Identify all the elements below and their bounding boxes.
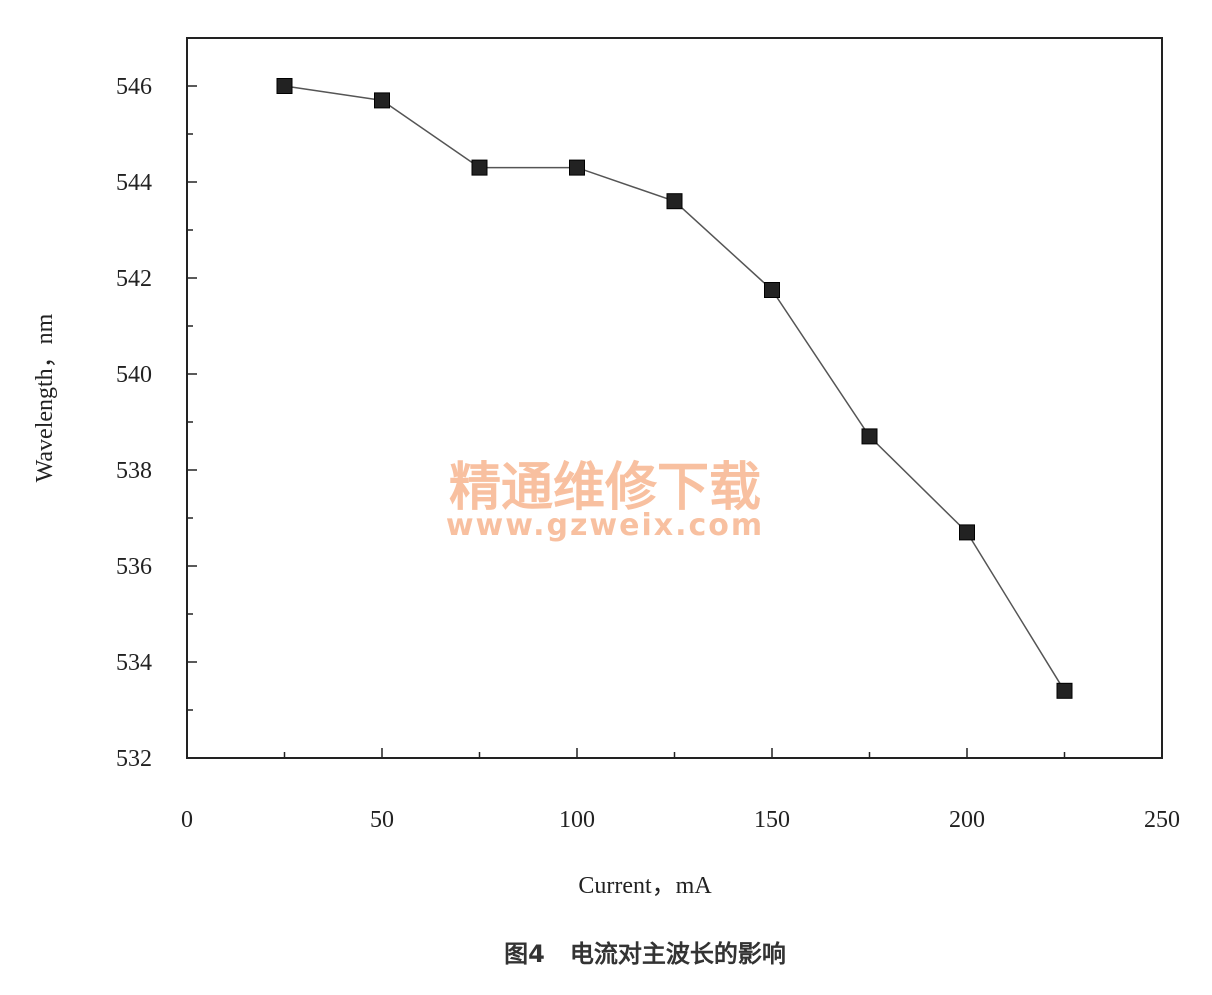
x-tick-label: 50 <box>370 807 394 833</box>
y-tick-label: 542 <box>116 266 152 292</box>
y-tick-label: 546 <box>116 74 152 100</box>
data-point <box>861 428 878 445</box>
series-layer <box>276 78 1073 699</box>
watermark: 精通维修下载 www.gzweix.com <box>446 458 764 543</box>
x-tick-label: 250 <box>1144 807 1180 833</box>
y-tick-label: 544 <box>116 170 152 196</box>
x-tick-label: 100 <box>559 807 595 833</box>
y-axis-title: Wavelength，nm <box>32 313 58 482</box>
data-point <box>471 159 488 176</box>
x-tick-label: 150 <box>754 807 790 833</box>
y-tick-label: 534 <box>116 650 152 676</box>
watermark-url: www.gzweix.com <box>446 508 764 543</box>
data-point <box>666 193 683 210</box>
data-point <box>764 282 780 298</box>
series-line <box>284 85 1066 692</box>
watermark-text: 精通维修下载 <box>449 458 761 518</box>
y-tick-label: 540 <box>116 362 152 388</box>
x-axis-title: Current，mA <box>578 873 712 899</box>
data-point <box>374 92 390 109</box>
data-point <box>569 159 585 176</box>
x-axis: 0 50 100 150 200 250 <box>181 748 1180 833</box>
data-point <box>959 524 975 541</box>
y-tick-label: 538 <box>116 458 152 484</box>
data-point <box>276 78 293 94</box>
figure-caption: 图4 电流对主波长的影响 <box>504 940 786 968</box>
y-tick-label: 536 <box>116 554 152 580</box>
y-tick-label: 532 <box>116 746 152 772</box>
x-tick-label: 200 <box>949 807 985 833</box>
x-tick-label: 0 <box>181 807 193 833</box>
data-point <box>1056 682 1073 699</box>
plot-frame <box>186 37 1163 759</box>
y-axis: 532 534 536 538 540 542 544 546 <box>116 37 197 772</box>
